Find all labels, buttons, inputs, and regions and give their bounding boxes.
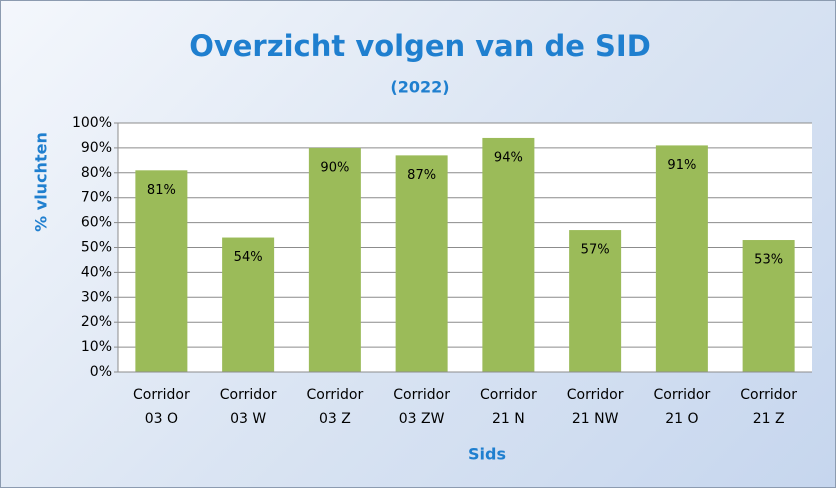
- bar: [135, 170, 188, 372]
- y-tick-label: 30%: [81, 289, 112, 305]
- bar: [222, 237, 275, 372]
- x-tick-label: Corridor 03 Z: [306, 387, 364, 427]
- data-label: 53%: [754, 253, 783, 268]
- y-tick-label: 90%: [81, 140, 112, 156]
- y-tick-label: 0%: [90, 364, 112, 380]
- x-tick-label: Corridor 21 O: [653, 387, 711, 427]
- x-tick-label: Corridor 21 N: [480, 387, 537, 427]
- y-axis-title: % vluchten: [32, 132, 51, 232]
- x-axis-title: Sids: [468, 445, 506, 464]
- y-tick-label: 10%: [81, 339, 112, 355]
- data-label: 57%: [581, 243, 610, 258]
- chart-subtitle: (2022): [390, 78, 449, 97]
- data-label: 81%: [147, 183, 176, 198]
- bar: [569, 230, 622, 372]
- x-tick-label: Corridor 21 Z: [740, 387, 797, 427]
- x-tick-label: Corridor 03 ZW: [393, 387, 450, 427]
- bar: [482, 137, 535, 372]
- bar: [308, 147, 361, 372]
- x-tick-label: Corridor 03 W: [219, 387, 277, 427]
- data-label: 91%: [667, 158, 696, 173]
- x-tick-label: Corridor 21 NW: [566, 387, 624, 427]
- x-tick-label: Corridor 03 O: [133, 387, 190, 427]
- y-tick-label: 100%: [72, 115, 112, 131]
- chart-title: Overzicht volgen van de SID: [189, 29, 651, 63]
- data-label: 90%: [320, 160, 349, 175]
- y-tick-label: 20%: [81, 314, 112, 330]
- y-tick-label: 50%: [81, 240, 112, 256]
- bar: [742, 240, 795, 372]
- y-tick-label: 60%: [81, 215, 112, 231]
- data-label: 94%: [494, 150, 523, 165]
- y-tick-label: 70%: [81, 190, 112, 206]
- bar: [655, 145, 708, 372]
- data-label: 54%: [234, 250, 263, 265]
- y-tick-label: 40%: [81, 264, 112, 280]
- bar: [395, 155, 448, 372]
- y-tick-label: 80%: [81, 165, 112, 181]
- data-label: 87%: [407, 168, 436, 183]
